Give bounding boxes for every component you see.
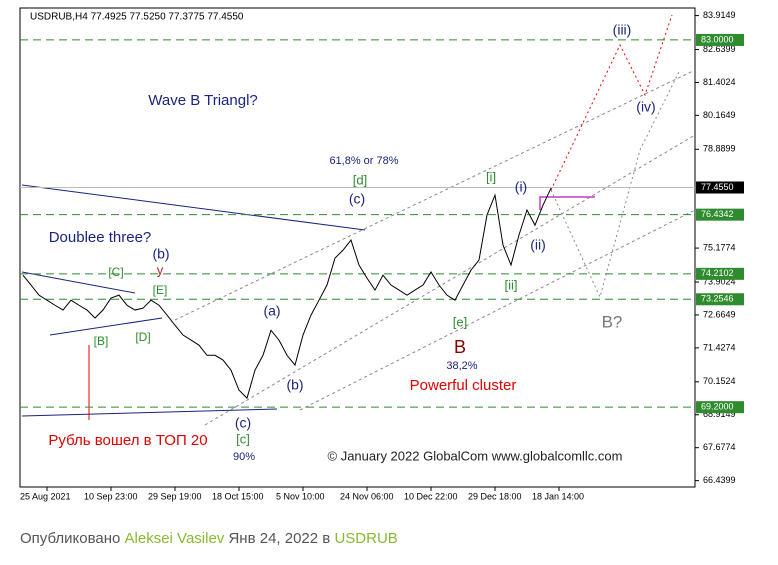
- y-tick-label: 66.4399: [703, 475, 736, 485]
- plot-frame: [19, 7, 696, 488]
- y-tick-label: 82.6399: [703, 44, 736, 54]
- annotation: (a): [263, 303, 280, 319]
- level-label: 76.4342: [701, 209, 734, 219]
- author-link[interactable]: Aleksei Vasilev: [124, 530, 225, 547]
- annotation: B: [454, 337, 466, 357]
- level-label: 74.2102: [701, 268, 734, 278]
- x-tick-label: 18 Jan 14:00: [532, 491, 584, 501]
- chart-title: USDRUB,H4 77.4925 77.5250 77.3775 77.455…: [30, 12, 244, 23]
- y-tick-label: 70.1524: [703, 376, 736, 386]
- trend-line: [49, 317, 163, 336]
- trend-line: [21, 408, 278, 417]
- annotation: Doublee three?: [49, 229, 152, 246]
- drawings: [21, 14, 696, 426]
- y-tick-label: 75.1774: [703, 242, 736, 252]
- annotation: (iii): [613, 22, 632, 38]
- projection: [550, 14, 673, 191]
- footer-text: Опубликовано: [20, 530, 121, 547]
- annotation: [e]: [453, 314, 467, 329]
- trend-line: [21, 184, 366, 231]
- annotation: 61,8% or 78%: [329, 155, 398, 167]
- channel-line: [174, 69, 696, 321]
- annotation: [c]: [236, 431, 250, 446]
- level-label-box: [696, 208, 744, 221]
- channel-line: [299, 209, 696, 411]
- annotation: Wave B Triangl?: [148, 92, 258, 109]
- annotation: [d]: [353, 172, 367, 187]
- level-label-box: [696, 267, 744, 280]
- annotation: Powerful cluster: [410, 377, 517, 394]
- level-label-box: [696, 293, 744, 306]
- y-tick-label: 71.4274: [703, 342, 736, 352]
- annotation: [ii]: [505, 277, 518, 292]
- annotation: [B]: [94, 334, 109, 348]
- price-line: [22, 187, 552, 400]
- y-tick-label: 67.6774: [703, 442, 736, 452]
- annotation: y: [157, 262, 164, 277]
- channel-line: [204, 134, 696, 426]
- annotation: 38,2%: [446, 360, 477, 372]
- y-tick-label: 81.4024: [703, 77, 736, 87]
- x-tick-label: 24 Nov 06:00: [340, 491, 394, 501]
- level-label: 83.0000: [701, 34, 734, 44]
- y-tick-label: 80.1649: [703, 110, 736, 120]
- level-label: 69.2000: [701, 402, 734, 412]
- annotation: [E]: [153, 283, 168, 297]
- annotation: (i): [515, 179, 527, 195]
- x-tick-label: 18 Oct 15:00: [212, 491, 264, 501]
- annotation: (iv): [636, 99, 655, 115]
- price-marker: [539, 196, 595, 210]
- annotation: (ii): [530, 237, 546, 253]
- annotation: (b): [286, 377, 303, 393]
- annotation: Рубль вошел в ТОП 20: [48, 432, 207, 449]
- annotation: © January 2022 GlobalCom www.globalcomll…: [328, 448, 623, 463]
- annotation: (b): [152, 246, 169, 262]
- x-tick-label: 5 Nov 10:00: [276, 491, 325, 501]
- annotation: [C]: [108, 265, 123, 279]
- trend-line: [21, 271, 136, 294]
- x-tick-label: 25 Aug 2021: [20, 491, 71, 501]
- level-label-box: [696, 33, 744, 46]
- y-tick-label: 83.9149: [703, 10, 736, 20]
- annotation: 90%: [233, 451, 255, 463]
- footer: Опубликовано Aleksei Vasilev Янв 24, 202…: [20, 530, 398, 547]
- annotation: [D]: [135, 330, 150, 344]
- x-tick-label: 10 Dec 22:00: [404, 491, 458, 501]
- x-tick-label: 10 Sep 23:00: [84, 491, 138, 501]
- y-tick-label: 73.9024: [703, 276, 736, 286]
- y-tick-label: 78.8899: [703, 144, 736, 154]
- annotation: (c): [349, 191, 365, 207]
- y-tick-label: 72.6649: [703, 309, 736, 319]
- annotation: B?: [602, 312, 623, 331]
- annotation: [i]: [486, 169, 496, 184]
- level-label-box: [696, 401, 744, 414]
- annotation: (c): [235, 415, 251, 431]
- y-tick-label: 68.9149: [703, 409, 736, 419]
- chart: USDRUB,H4 77.4925 77.5250 77.3775 77.455…: [19, 7, 744, 501]
- current-price-box: [696, 181, 744, 194]
- symbol-link[interactable]: USDRUB: [334, 530, 398, 547]
- footer-date: Янв 24, 2022: [228, 530, 319, 547]
- level-label: 73.2546: [701, 294, 734, 304]
- x-tick-label: 29 Sep 19:00: [148, 491, 202, 501]
- x-tick-label: 29 Dec 18:00: [468, 491, 522, 501]
- current-price-label: 77.4550: [701, 182, 734, 192]
- footer-text: в: [322, 530, 331, 547]
